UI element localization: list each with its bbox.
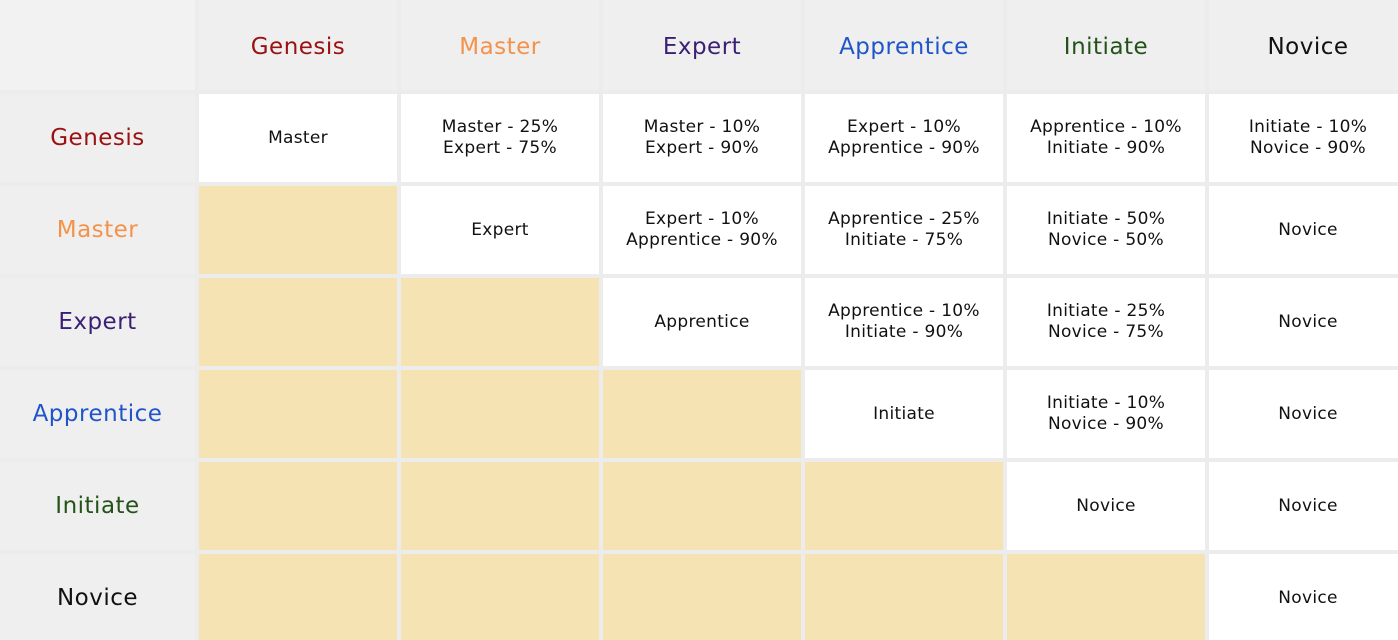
cell-expert-master-empty [401, 278, 599, 366]
cell-novice-expert-empty [603, 554, 801, 640]
cell-master-genesis-empty [199, 186, 397, 274]
result-line: Expert - 75% [442, 138, 558, 158]
result-line: Apprentice - 25% [828, 209, 980, 229]
cell-master-expert: Expert - 10% Apprentice - 90% [603, 186, 801, 274]
cell-genesis-expert: Master - 10% Expert - 90% [603, 94, 801, 182]
cell-initiate-genesis-empty [199, 462, 397, 550]
result-line: Apprentice - 10% [828, 301, 980, 321]
row-header-initiate: Initiate [0, 462, 195, 550]
cell-apprentice-apprentice: Initiate [805, 370, 1003, 458]
result-line: Novice - 50% [1047, 230, 1165, 250]
column-header-expert: Expert [603, 0, 801, 90]
cell-expert-genesis-empty [199, 278, 397, 366]
cell-expert-novice: Novice [1209, 278, 1398, 366]
cell-novice-initiate-empty [1007, 554, 1205, 640]
result-line: Initiate - 75% [844, 230, 964, 250]
column-header-initiate: Initiate [1007, 0, 1205, 90]
result-line: Apprentice - 90% [626, 230, 778, 250]
cell-genesis-apprentice: Expert - 10% Apprentice - 90% [805, 94, 1003, 182]
result-line: Initiate - 50% [1046, 209, 1166, 229]
cell-novice-genesis-empty [199, 554, 397, 640]
column-header-novice: Novice [1209, 0, 1398, 90]
cell-apprentice-genesis-empty [199, 370, 397, 458]
cell-genesis-novice: Initiate - 10% Novice - 90% [1209, 94, 1398, 182]
result-line: Novice [1076, 495, 1136, 516]
cell-initiate-novice: Novice [1209, 462, 1398, 550]
result-line: Initiate - 90% [844, 322, 964, 342]
cell-expert-expert: Apprentice [603, 278, 801, 366]
result-line: Novice - 90% [1047, 414, 1165, 434]
result-line: Master [268, 127, 328, 148]
cell-initiate-initiate: Novice [1007, 462, 1205, 550]
cell-initiate-apprentice-empty [805, 462, 1003, 550]
cell-initiate-expert-empty [603, 462, 801, 550]
cell-master-novice: Novice [1209, 186, 1398, 274]
cell-novice-master-empty [401, 554, 599, 640]
result-line: Novice [1278, 403, 1338, 424]
result-line: Initiate - 10% [1046, 393, 1166, 413]
cell-apprentice-master-empty [401, 370, 599, 458]
cell-initiate-master-empty [401, 462, 599, 550]
result-line: Apprentice - 90% [828, 138, 980, 158]
result-line: Expert - 10% [644, 209, 760, 229]
result-line: Master - 25% [441, 117, 559, 137]
row-header-novice: Novice [0, 554, 195, 640]
cell-expert-initiate: Initiate - 25% Novice - 75% [1007, 278, 1205, 366]
cell-apprentice-expert-empty [603, 370, 801, 458]
result-line: Initiate - 90% [1046, 138, 1166, 158]
result-line: Apprentice - 10% [1030, 117, 1182, 137]
result-line: Expert - 90% [644, 138, 760, 158]
cell-genesis-master: Master - 25% Expert - 75% [401, 94, 599, 182]
result-line: Novice [1278, 587, 1338, 608]
result-line: Novice [1278, 495, 1338, 516]
result-line: Novice - 75% [1047, 322, 1165, 342]
cell-novice-novice: Novice [1209, 554, 1398, 640]
result-line: Expert [471, 219, 529, 240]
column-header-master: Master [401, 0, 599, 90]
cell-expert-apprentice: Apprentice - 10% Initiate - 90% [805, 278, 1003, 366]
result-line: Novice [1278, 311, 1338, 332]
row-header-genesis: Genesis [0, 94, 195, 182]
cell-apprentice-initiate: Initiate - 10% Novice - 90% [1007, 370, 1205, 458]
result-line: Initiate - 25% [1046, 301, 1166, 321]
result-line: Expert - 10% [846, 117, 962, 137]
result-line: Initiate - 10% [1248, 117, 1368, 137]
cell-apprentice-novice: Novice [1209, 370, 1398, 458]
result-line: Master - 10% [643, 117, 761, 137]
result-line: Apprentice [654, 311, 750, 332]
cell-genesis-initiate: Apprentice - 10% Initiate - 90% [1007, 94, 1205, 182]
cell-master-initiate: Initiate - 50% Novice - 50% [1007, 186, 1205, 274]
table-corner [0, 0, 195, 90]
row-header-expert: Expert [0, 278, 195, 366]
cell-novice-apprentice-empty [805, 554, 1003, 640]
result-line: Novice - 90% [1249, 138, 1367, 158]
cell-master-apprentice: Apprentice - 25% Initiate - 75% [805, 186, 1003, 274]
row-header-master: Master [0, 186, 195, 274]
row-header-apprentice: Apprentice [0, 370, 195, 458]
result-line: Novice [1278, 219, 1338, 240]
cell-master-master: Expert [401, 186, 599, 274]
cell-genesis-genesis: Master [199, 94, 397, 182]
column-header-apprentice: Apprentice [805, 0, 1003, 90]
column-header-genesis: Genesis [199, 0, 397, 90]
result-line: Initiate [873, 403, 935, 424]
